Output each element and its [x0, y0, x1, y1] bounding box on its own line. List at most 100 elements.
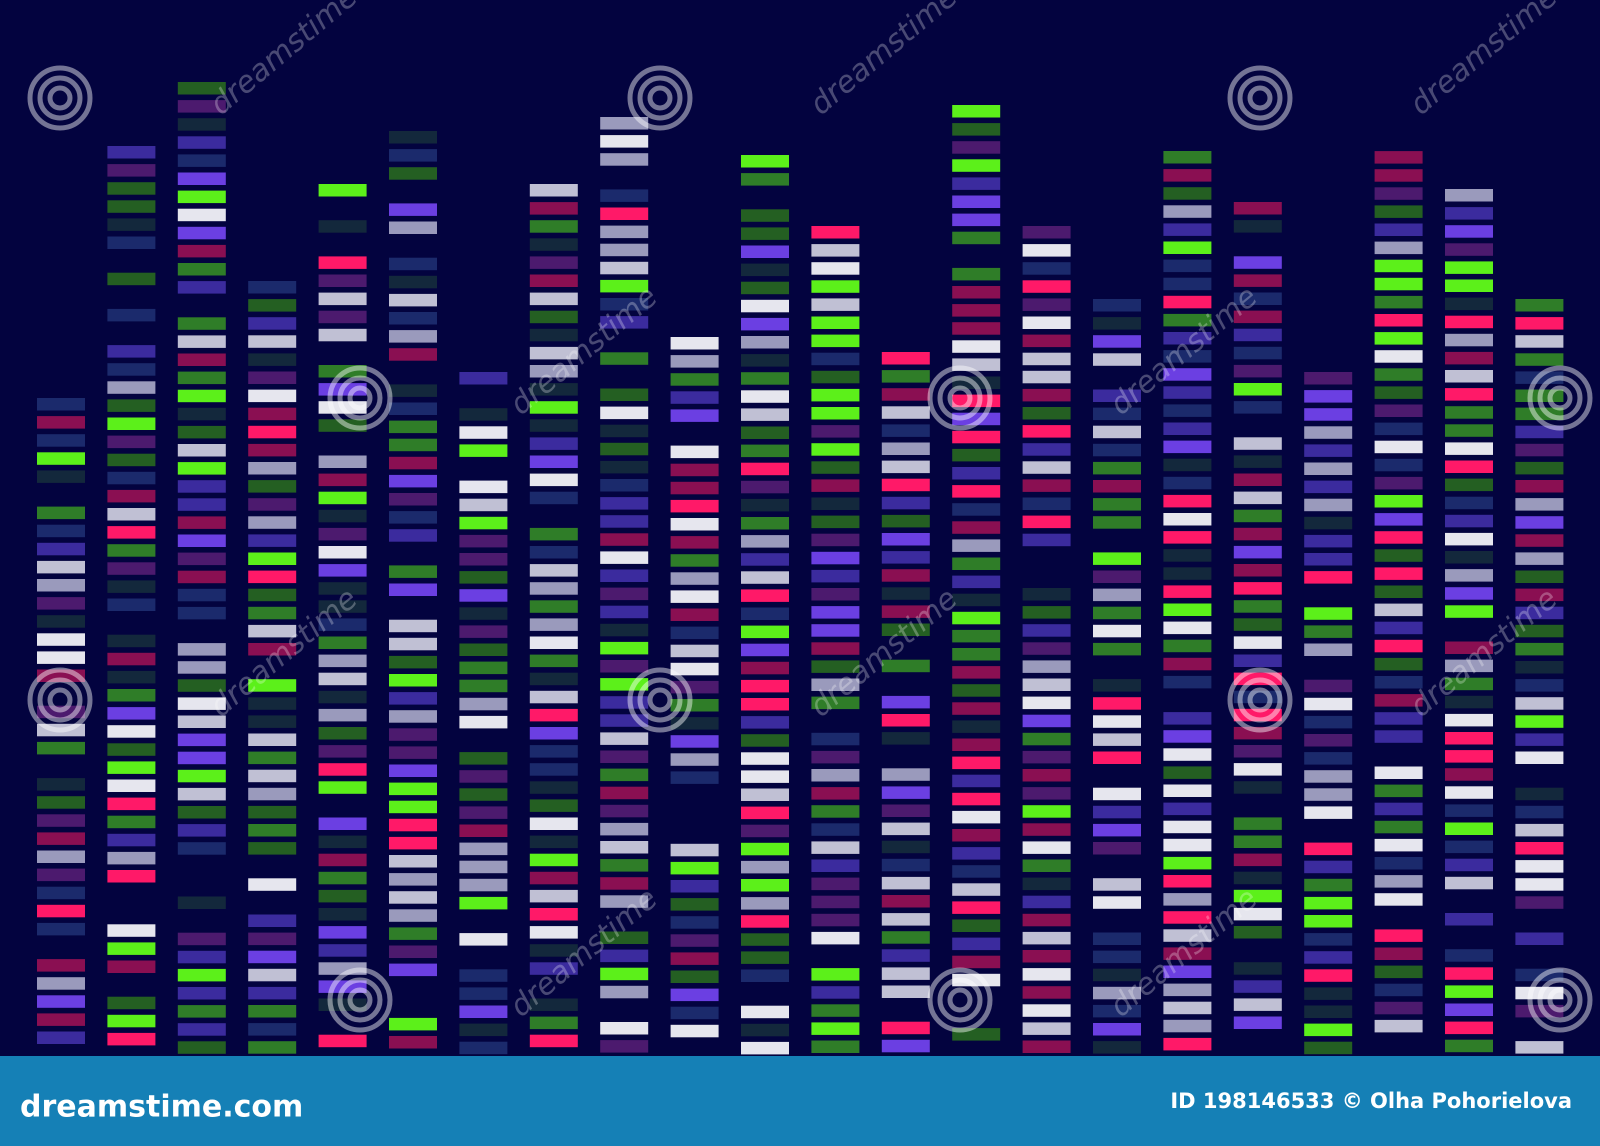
band — [952, 901, 1001, 914]
band — [1022, 859, 1071, 872]
band — [459, 408, 508, 421]
band — [811, 606, 860, 619]
band — [881, 659, 930, 673]
band — [811, 787, 860, 800]
band — [529, 908, 578, 921]
band — [1233, 998, 1282, 1011]
band — [811, 877, 860, 891]
band — [600, 207, 649, 220]
band — [1515, 823, 1564, 837]
band — [177, 136, 226, 149]
band — [389, 692, 437, 705]
band — [670, 409, 719, 422]
band — [248, 914, 297, 927]
band — [248, 769, 297, 783]
band — [881, 442, 930, 455]
band — [741, 734, 789, 747]
band — [600, 786, 649, 800]
band — [1163, 712, 1212, 725]
band — [1374, 947, 1423, 960]
band — [1445, 641, 1493, 654]
band — [177, 806, 226, 819]
band — [600, 479, 649, 492]
band — [529, 1016, 578, 1030]
band — [1233, 853, 1282, 867]
band — [37, 922, 85, 936]
band — [459, 679, 508, 693]
band — [318, 509, 367, 523]
band — [741, 842, 789, 856]
band — [248, 986, 297, 1000]
band — [811, 443, 860, 456]
band — [600, 822, 649, 836]
band — [1093, 389, 1141, 402]
band — [107, 1032, 156, 1046]
band — [952, 340, 1001, 353]
band — [881, 460, 930, 474]
watermark-spiral — [1537, 375, 1583, 421]
band — [1304, 951, 1353, 964]
band — [1163, 241, 1212, 254]
band — [741, 661, 789, 675]
band — [1304, 1041, 1353, 1055]
band — [248, 805, 297, 819]
band — [741, 770, 789, 783]
band — [248, 606, 297, 620]
band — [248, 932, 297, 946]
band — [177, 1041, 226, 1054]
band — [1022, 714, 1071, 728]
band — [1163, 313, 1212, 327]
band — [177, 896, 226, 909]
band — [1233, 310, 1282, 324]
band — [1374, 802, 1423, 816]
band — [952, 973, 1001, 987]
band — [881, 623, 930, 636]
band — [1022, 443, 1071, 456]
band — [952, 213, 1001, 227]
band — [529, 926, 578, 939]
band — [741, 408, 789, 421]
band — [1374, 1001, 1423, 1015]
band — [107, 562, 156, 575]
band — [37, 995, 85, 1008]
band — [37, 741, 85, 755]
band — [1445, 1021, 1493, 1035]
band — [248, 643, 297, 656]
band — [1515, 317, 1564, 330]
band — [741, 806, 789, 820]
band — [811, 769, 860, 782]
band — [1163, 802, 1212, 816]
band — [459, 498, 508, 512]
band — [1445, 786, 1493, 799]
band — [1022, 1004, 1071, 1017]
band — [1233, 545, 1282, 559]
band — [529, 871, 578, 885]
band — [177, 606, 226, 620]
watermark-spiral — [327, 365, 393, 431]
band — [1022, 588, 1071, 601]
band — [459, 534, 508, 548]
band — [1233, 726, 1282, 740]
band — [1374, 639, 1423, 653]
band — [1233, 889, 1282, 903]
band — [1163, 531, 1212, 544]
band — [1304, 553, 1353, 566]
band — [1022, 913, 1071, 927]
band — [1163, 169, 1212, 182]
band — [670, 898, 719, 911]
band — [1374, 657, 1423, 671]
band — [248, 552, 297, 565]
band — [1515, 878, 1564, 891]
band — [107, 598, 156, 611]
band — [177, 787, 226, 801]
band — [177, 552, 226, 566]
band — [318, 944, 367, 957]
band — [881, 895, 930, 908]
band — [1233, 509, 1282, 523]
band — [37, 560, 85, 574]
band — [1163, 947, 1212, 960]
band — [1515, 624, 1564, 638]
band — [107, 779, 156, 792]
band — [1445, 677, 1493, 691]
